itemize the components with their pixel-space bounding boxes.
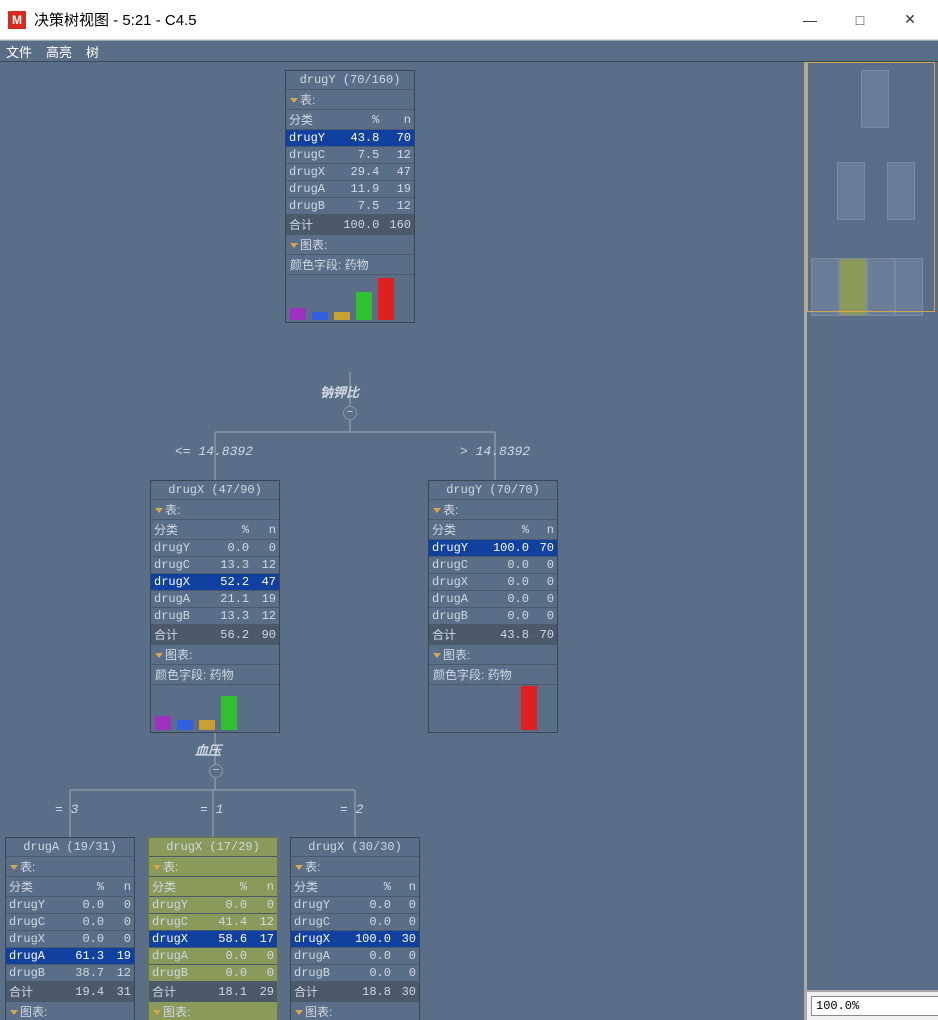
tree-node-n2a[interactable]: drugA (19/31) 表: 分类%n drugY0.00drugC0.00… [5,837,135,1020]
tree-node-n1r[interactable]: drugY (70/70) 表: 分类%n drugY100.070drugC0… [428,480,558,733]
app-icon: M [8,11,26,29]
tree-node-n1l[interactable]: drugX (47/90) 表: 分类%n drugY0.00drugC13.3… [150,480,280,733]
zoom-input[interactable] [811,996,938,1016]
split-label: <= 14.8392 [175,444,253,459]
split-label: = 1 [200,802,223,817]
window-title: 决策树视图 - 5:21 - C4.5 [34,9,800,30]
split-label: 血压 [195,740,221,759]
menu-tree[interactable]: 树 [86,42,99,61]
collapse-toggle[interactable]: − [343,406,357,420]
collapse-toggle[interactable]: − [209,764,223,778]
maximize-button[interactable]: □ [850,10,870,30]
minimize-button[interactable]: — [800,10,820,30]
menu-file[interactable]: 文件 [6,42,32,61]
tree-node-n2b[interactable]: drugX (17/29) 表: 分类%n drugY0.00drugC41.4… [148,837,278,1020]
menu-highlight[interactable]: 高亮 [46,42,72,61]
tree-node-n2c[interactable]: drugX (30/30) 表: 分类%n drugY0.00drugC0.00… [290,837,420,1020]
minimap[interactable] [807,62,938,992]
titlebar: M 决策树视图 - 5:21 - C4.5 — □ ✕ [0,0,938,40]
split-label: = 2 [340,802,363,817]
close-button[interactable]: ✕ [900,10,920,30]
tree-node-root[interactable]: drugY (70/160) 表: 分类%n drugY43.870drugC7… [285,70,415,323]
split-label: 钠钾比 [320,382,359,401]
split-label: > 14.8392 [460,444,530,459]
menubar: 文件 高亮 树 [0,40,938,62]
side-panel: ▼ [806,62,938,1020]
tree-canvas[interactable]: drugY (70/160) 表: 分类%n drugY43.870drugC7… [0,62,806,1020]
split-label: = 3 [55,802,78,817]
